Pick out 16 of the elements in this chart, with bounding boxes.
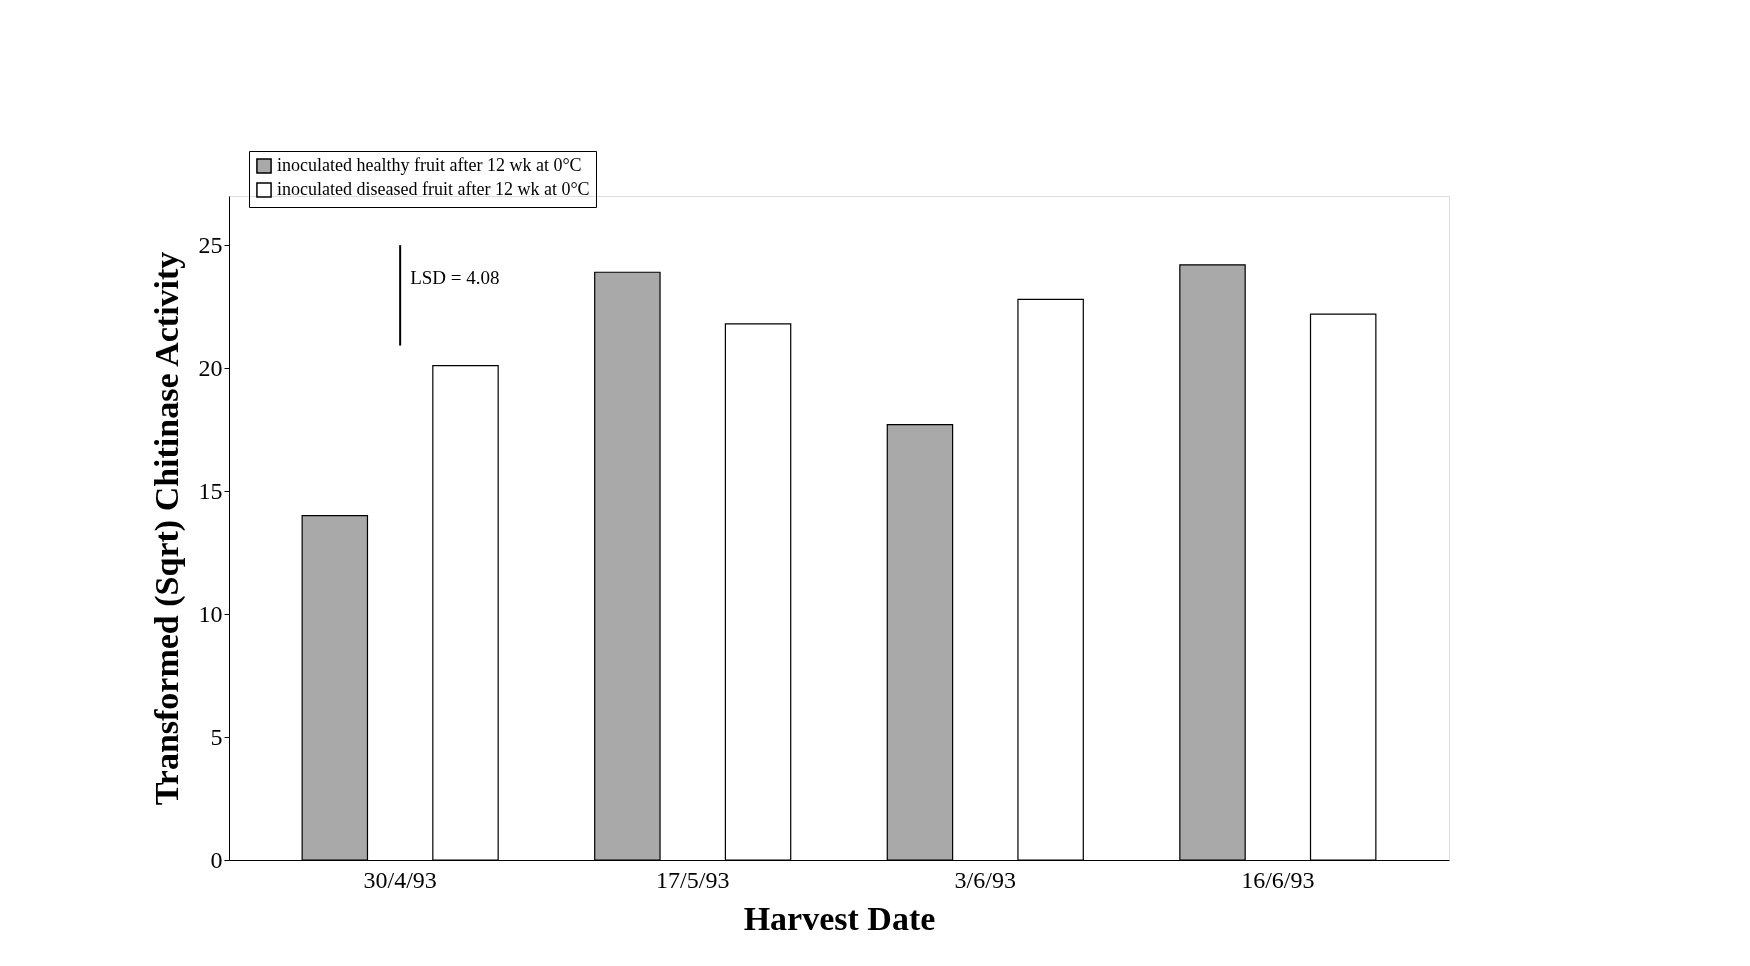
x-tick-label: 30/4/93 [363,866,437,893]
x-axis-title: Harvest Date [743,899,936,937]
x-tick-label: 3/6/93 [954,866,1016,893]
x-tick-label: 16/6/93 [1241,866,1315,893]
y-tick-label: 5 [210,723,223,750]
y-tick-label: 10 [198,600,223,627]
y-axis-title: Transformed (Sqrt) Chitinase Activity [147,251,186,806]
y-tick-label: 20 [198,354,223,381]
bar [399,245,402,346]
legend-label: inoculated diseased fruit after 12 wk at 0°C [277,179,590,199]
y-tick-label: 25 [198,231,223,258]
annotation: LSD = 4.08 [410,267,500,288]
y-tick-label: 0 [210,846,223,873]
y-tick-label: 15 [198,477,223,504]
x-tick-label: 17/5/93 [656,866,730,893]
legend-label: inoculated healthy fruit after 12 wk at 0°C [277,155,582,175]
